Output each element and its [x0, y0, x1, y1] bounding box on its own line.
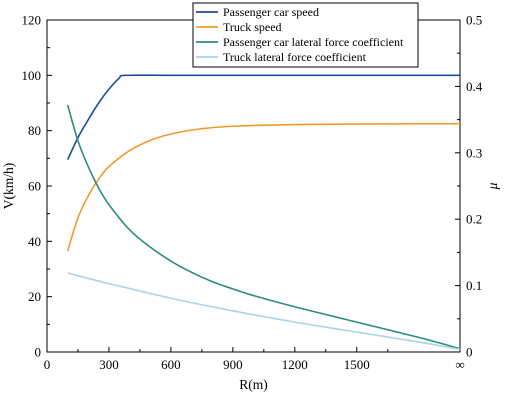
x-tick-label: 0: [44, 357, 51, 372]
y-right-axis-title: μ: [485, 182, 500, 190]
series-line-truck-lateral-force-coefficient: [67, 272, 461, 351]
x-tick-label: 1500: [344, 357, 370, 372]
series-line-passenger-car-speed: [66, 74, 460, 161]
x-tick-label: ∞: [455, 357, 464, 372]
x-axis-title: R(m): [239, 377, 268, 392]
series-lines: [66, 74, 461, 351]
series-line-truck-speed: [66, 122, 461, 252]
legend-box: [192, 2, 419, 68]
plot-frame: [46, 19, 461, 353]
y-right-tick-label: 0.2: [466, 212, 482, 227]
series-line-passenger-car-lateral-force-coefficient: [66, 104, 461, 350]
y-left-tick-label: 120: [22, 13, 42, 28]
legend-label: Truck lateral force coefficient: [223, 50, 367, 64]
axes: [46, 19, 461, 353]
legend-label: Passenger car lateral force coefficient: [223, 35, 404, 49]
y-right-tick-label: 0.1: [466, 278, 482, 293]
y-left-axis-title: V(km/h): [1, 163, 16, 210]
x-tick-label: 600: [161, 357, 181, 372]
legend-label: Passenger car speed: [223, 5, 319, 19]
y-left-tick-label: 80: [28, 123, 41, 138]
y-left-tick-label: 0: [35, 345, 42, 360]
y-right-tick-label: 0.5: [466, 13, 482, 28]
legend-label: Truck speed: [223, 20, 282, 34]
y-left-tick-label: 60: [28, 179, 41, 194]
y-right-tick-label: 0.4: [466, 79, 483, 94]
x-tick-label: 900: [223, 357, 243, 372]
y-left-tick-label: 40: [28, 234, 41, 249]
x-tick-label: 1200: [282, 357, 308, 372]
y-left-tick-label: 100: [22, 68, 42, 83]
y-right-tick-label: 0: [466, 345, 473, 360]
y-right-tick-label: 0.3: [466, 145, 482, 160]
tick-labels: 0 300 600 900 1200 1500 ∞02040608010012000.10.…: [22, 13, 483, 373]
x-tick-label: 300: [99, 357, 119, 372]
y-left-tick-label: 20: [28, 289, 41, 304]
